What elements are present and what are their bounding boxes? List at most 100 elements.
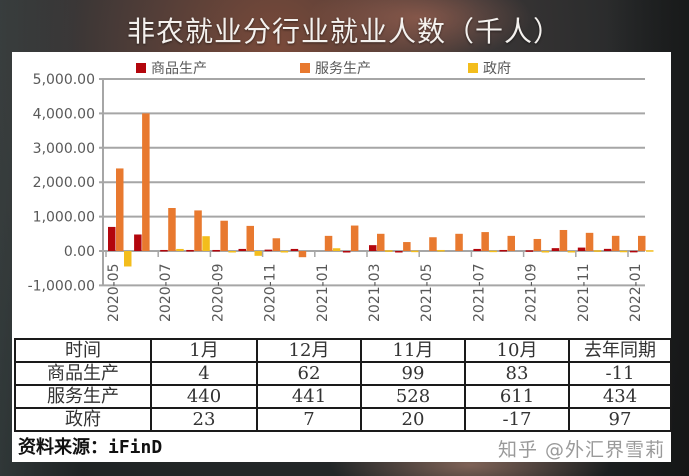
x-tick-label: 2021-03	[367, 264, 383, 323]
government-bar	[280, 251, 289, 253]
government-bar	[124, 251, 132, 267]
government-bar	[437, 249, 445, 252]
x-tick-label: 2021-09	[524, 264, 540, 323]
government-bar	[619, 250, 628, 253]
government-bar	[593, 250, 602, 252]
chart-legend: 商品生产 服务生产 政府	[136, 61, 511, 77]
table-cell: 83	[464, 361, 570, 386]
table-cell: 97	[568, 407, 672, 432]
government-bar	[489, 250, 497, 253]
x-tick-label: 2022-01	[628, 264, 644, 323]
goods-bar	[525, 250, 534, 252]
y-tick-label: 1,000.00	[33, 210, 95, 226]
legend-label: 政府	[483, 61, 511, 77]
services-bar	[611, 235, 620, 251]
services-bar	[638, 235, 646, 251]
table-cell: 20	[360, 407, 466, 432]
goods-bar	[499, 249, 507, 252]
goods-bar	[577, 247, 586, 251]
legend-swatch	[300, 63, 310, 73]
goods-bar	[238, 248, 246, 251]
government-bar	[254, 251, 262, 256]
goods-bar	[342, 251, 351, 253]
row-label: 商品生产	[14, 361, 152, 386]
goods-bar	[473, 248, 481, 251]
services-bar	[350, 225, 359, 251]
government-bar	[541, 251, 550, 253]
data-source-note: 资料来源：iFinD	[18, 437, 163, 458]
x-axis: 2020-05 2020-07 2020-09 2020-11 2021-01 2021-…	[105, 251, 644, 323]
y-tick-label: 5,000.00	[33, 72, 95, 88]
services-bar	[377, 233, 385, 251]
goods-bar	[186, 249, 194, 252]
table-cell: 611	[464, 384, 570, 409]
y-tick-label: 4,000.00	[33, 106, 95, 122]
government-bar	[567, 251, 576, 253]
goods-bar	[551, 248, 560, 251]
legend-swatch	[136, 63, 146, 73]
table-row: 政府 23 7 20 -17 97	[14, 407, 672, 432]
x-tick-label: 2021-05	[419, 264, 435, 323]
government-bar	[646, 250, 654, 252]
y-tick-label: -1,000.00	[28, 278, 95, 294]
legend-label: 商品生产	[151, 61, 207, 77]
row-label: 服务生产	[14, 384, 152, 409]
bar-chart: 商品生产 服务生产 政府 5,000.00 4,000.00 3,000.00 2,000…	[28, 61, 654, 323]
table-cell: -17	[464, 407, 570, 432]
legend-swatch	[468, 63, 478, 73]
legend-label: 服务生产	[315, 61, 371, 77]
goods-bar	[395, 251, 403, 253]
services-bar	[507, 235, 515, 251]
chart-gridlines	[99, 78, 645, 287]
services-bar	[246, 225, 254, 251]
table-header-cell: 去年同期	[568, 338, 672, 363]
table-cell: 99	[360, 361, 466, 386]
table-cell: 7	[256, 407, 362, 432]
government-bar	[332, 248, 341, 251]
table-row: 服务生产 440 441 528 611 434	[14, 384, 672, 409]
services-bar	[298, 251, 307, 258]
table-header-row: 时间 1月 12月 11月 10月 去年同期	[14, 338, 672, 363]
services-bar	[194, 210, 202, 251]
y-axis: 5,000.00 4,000.00 3,000.00 2,000.00 1,000.00…	[28, 72, 95, 294]
table-header-cell: 11月	[360, 338, 466, 363]
table-cell: 441	[256, 384, 362, 409]
services-bar	[116, 168, 124, 251]
table-header-cell: 10月	[464, 338, 570, 363]
services-bar	[455, 233, 463, 251]
services-bar	[585, 232, 594, 251]
table-header-cell: 12月	[256, 338, 362, 363]
goods-bar	[264, 249, 273, 252]
services-bar	[429, 237, 437, 251]
chart-bars	[108, 113, 654, 267]
data-table: 时间 1月 12月 11月 10月 去年同期 商品生产 4 62 99 83 -…	[14, 338, 672, 432]
table-cell: 528	[360, 384, 466, 409]
goods-bar	[108, 226, 116, 251]
y-tick-label: 2,000.00	[33, 175, 95, 191]
goods-bar	[134, 234, 142, 251]
table-cell: 434	[568, 384, 672, 409]
services-bar	[481, 232, 489, 251]
x-tick-label: 2021-07	[471, 264, 487, 323]
x-tick-label: 2020-07	[158, 264, 174, 323]
table-header-cell: 1月	[150, 338, 258, 363]
table-cell: 23	[150, 407, 258, 432]
watermark: 知乎 @外汇界雪莉	[497, 439, 665, 461]
services-bar	[324, 235, 333, 251]
services-bar	[403, 242, 411, 251]
goods-bar	[369, 245, 377, 251]
table-header-cell: 时间	[14, 338, 152, 363]
x-tick-label: 2021-11	[576, 264, 592, 323]
table-cell: 4	[150, 361, 258, 386]
government-bar	[411, 250, 419, 253]
x-tick-label: 2021-01	[315, 264, 331, 323]
row-label: 政府	[14, 407, 152, 432]
goods-bar	[603, 248, 612, 251]
services-bar	[533, 238, 542, 251]
x-tick-label: 2020-11	[263, 264, 279, 323]
y-tick-label: 3,000.00	[33, 141, 95, 157]
page-title: 非农就业分行业就业人数（千人）	[126, 15, 562, 48]
government-bar	[385, 250, 393, 252]
table-cell: 62	[256, 361, 362, 386]
table-cell: 440	[150, 384, 258, 409]
